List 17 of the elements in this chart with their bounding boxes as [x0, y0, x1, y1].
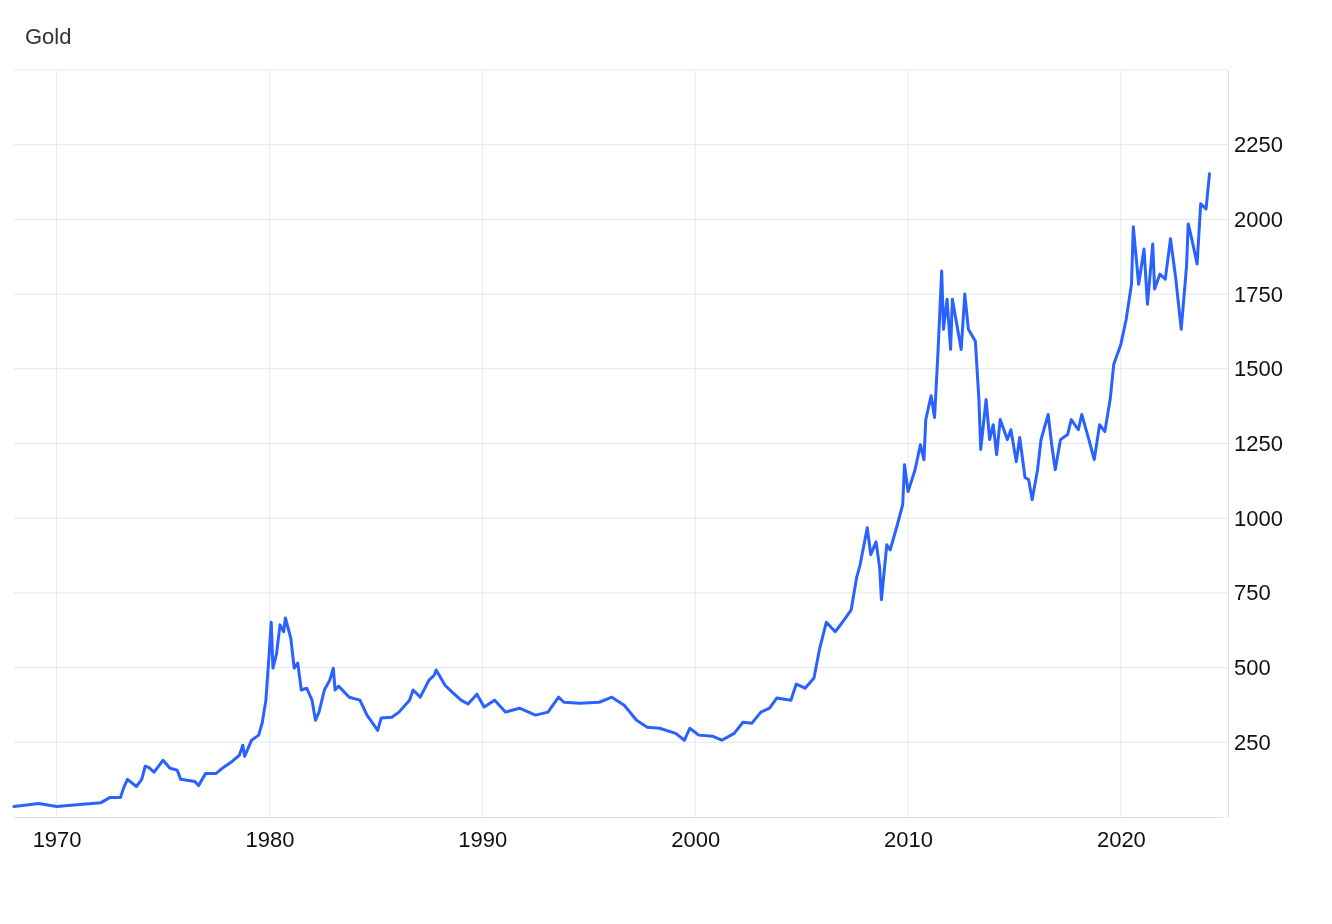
- y-tick-label: 1500: [1234, 356, 1283, 382]
- x-tick-label: 2000: [671, 826, 721, 852]
- chart-title: Gold: [25, 24, 72, 49]
- y-tick-label: 500: [1234, 655, 1271, 681]
- line-series: [12, 172, 1212, 809]
- y-tick-label: 750: [1234, 580, 1271, 606]
- x-tick-label: 2020: [1096, 826, 1146, 852]
- y-tick-label: 1750: [1234, 281, 1283, 307]
- y-tick-label: 1250: [1234, 431, 1283, 457]
- x-tick-label: 1970: [32, 826, 82, 852]
- x-tick-label: 1990: [458, 826, 508, 852]
- y-tick-label: 2250: [1234, 132, 1283, 158]
- x-tick-label: 1980: [245, 826, 295, 852]
- y-tick-label: 250: [1234, 729, 1271, 755]
- y-tick-label: 2000: [1234, 206, 1283, 232]
- x-tick-label: 2010: [884, 826, 934, 852]
- y-tick-label: 1000: [1234, 505, 1283, 531]
